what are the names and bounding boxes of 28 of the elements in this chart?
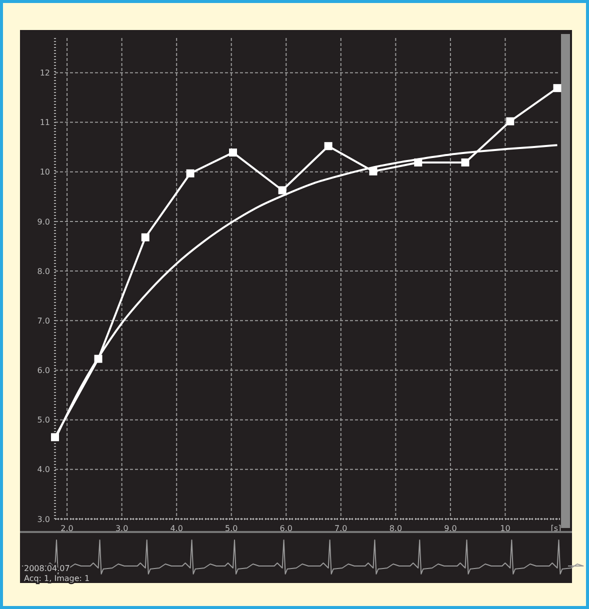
y-tick-label: 10 xyxy=(40,168,50,177)
point xyxy=(278,186,286,194)
point xyxy=(229,148,238,157)
point xyxy=(141,233,150,242)
x-tick-label: 8.0 xyxy=(389,524,402,533)
y-tick-label: 5.0 xyxy=(37,416,50,425)
y-tick-label: 6.0 xyxy=(37,366,50,376)
y-tick-label: 7.0 xyxy=(37,316,50,326)
x-tick-label: 3.0 xyxy=(115,524,128,533)
y-tick-label: 4.0 xyxy=(37,465,50,474)
point xyxy=(186,169,194,178)
x-tick-label: 5.0 xyxy=(225,524,238,533)
x-tick-label: 10 xyxy=(500,524,510,533)
x-tick-label: 6.0 xyxy=(280,524,293,533)
y-tick-label: 3.0 xyxy=(37,514,50,524)
x-tick-label: 9.0 xyxy=(444,524,457,533)
x-tick-label: 2.0 xyxy=(60,524,74,533)
x-tick-label: 7.0 xyxy=(334,524,348,533)
point xyxy=(506,117,514,126)
y-tick-label: 8.0 xyxy=(37,266,50,276)
point xyxy=(461,158,470,166)
y-tick-label: 9.0 xyxy=(37,217,50,226)
text: Acq: 1, Image: 1 xyxy=(24,574,90,583)
y-tick-label: 11 xyxy=(40,118,50,128)
y-tick-label: 12 xyxy=(40,68,50,78)
x-tick-label: 4.0 xyxy=(170,524,183,533)
point xyxy=(324,142,332,150)
point xyxy=(553,84,562,92)
